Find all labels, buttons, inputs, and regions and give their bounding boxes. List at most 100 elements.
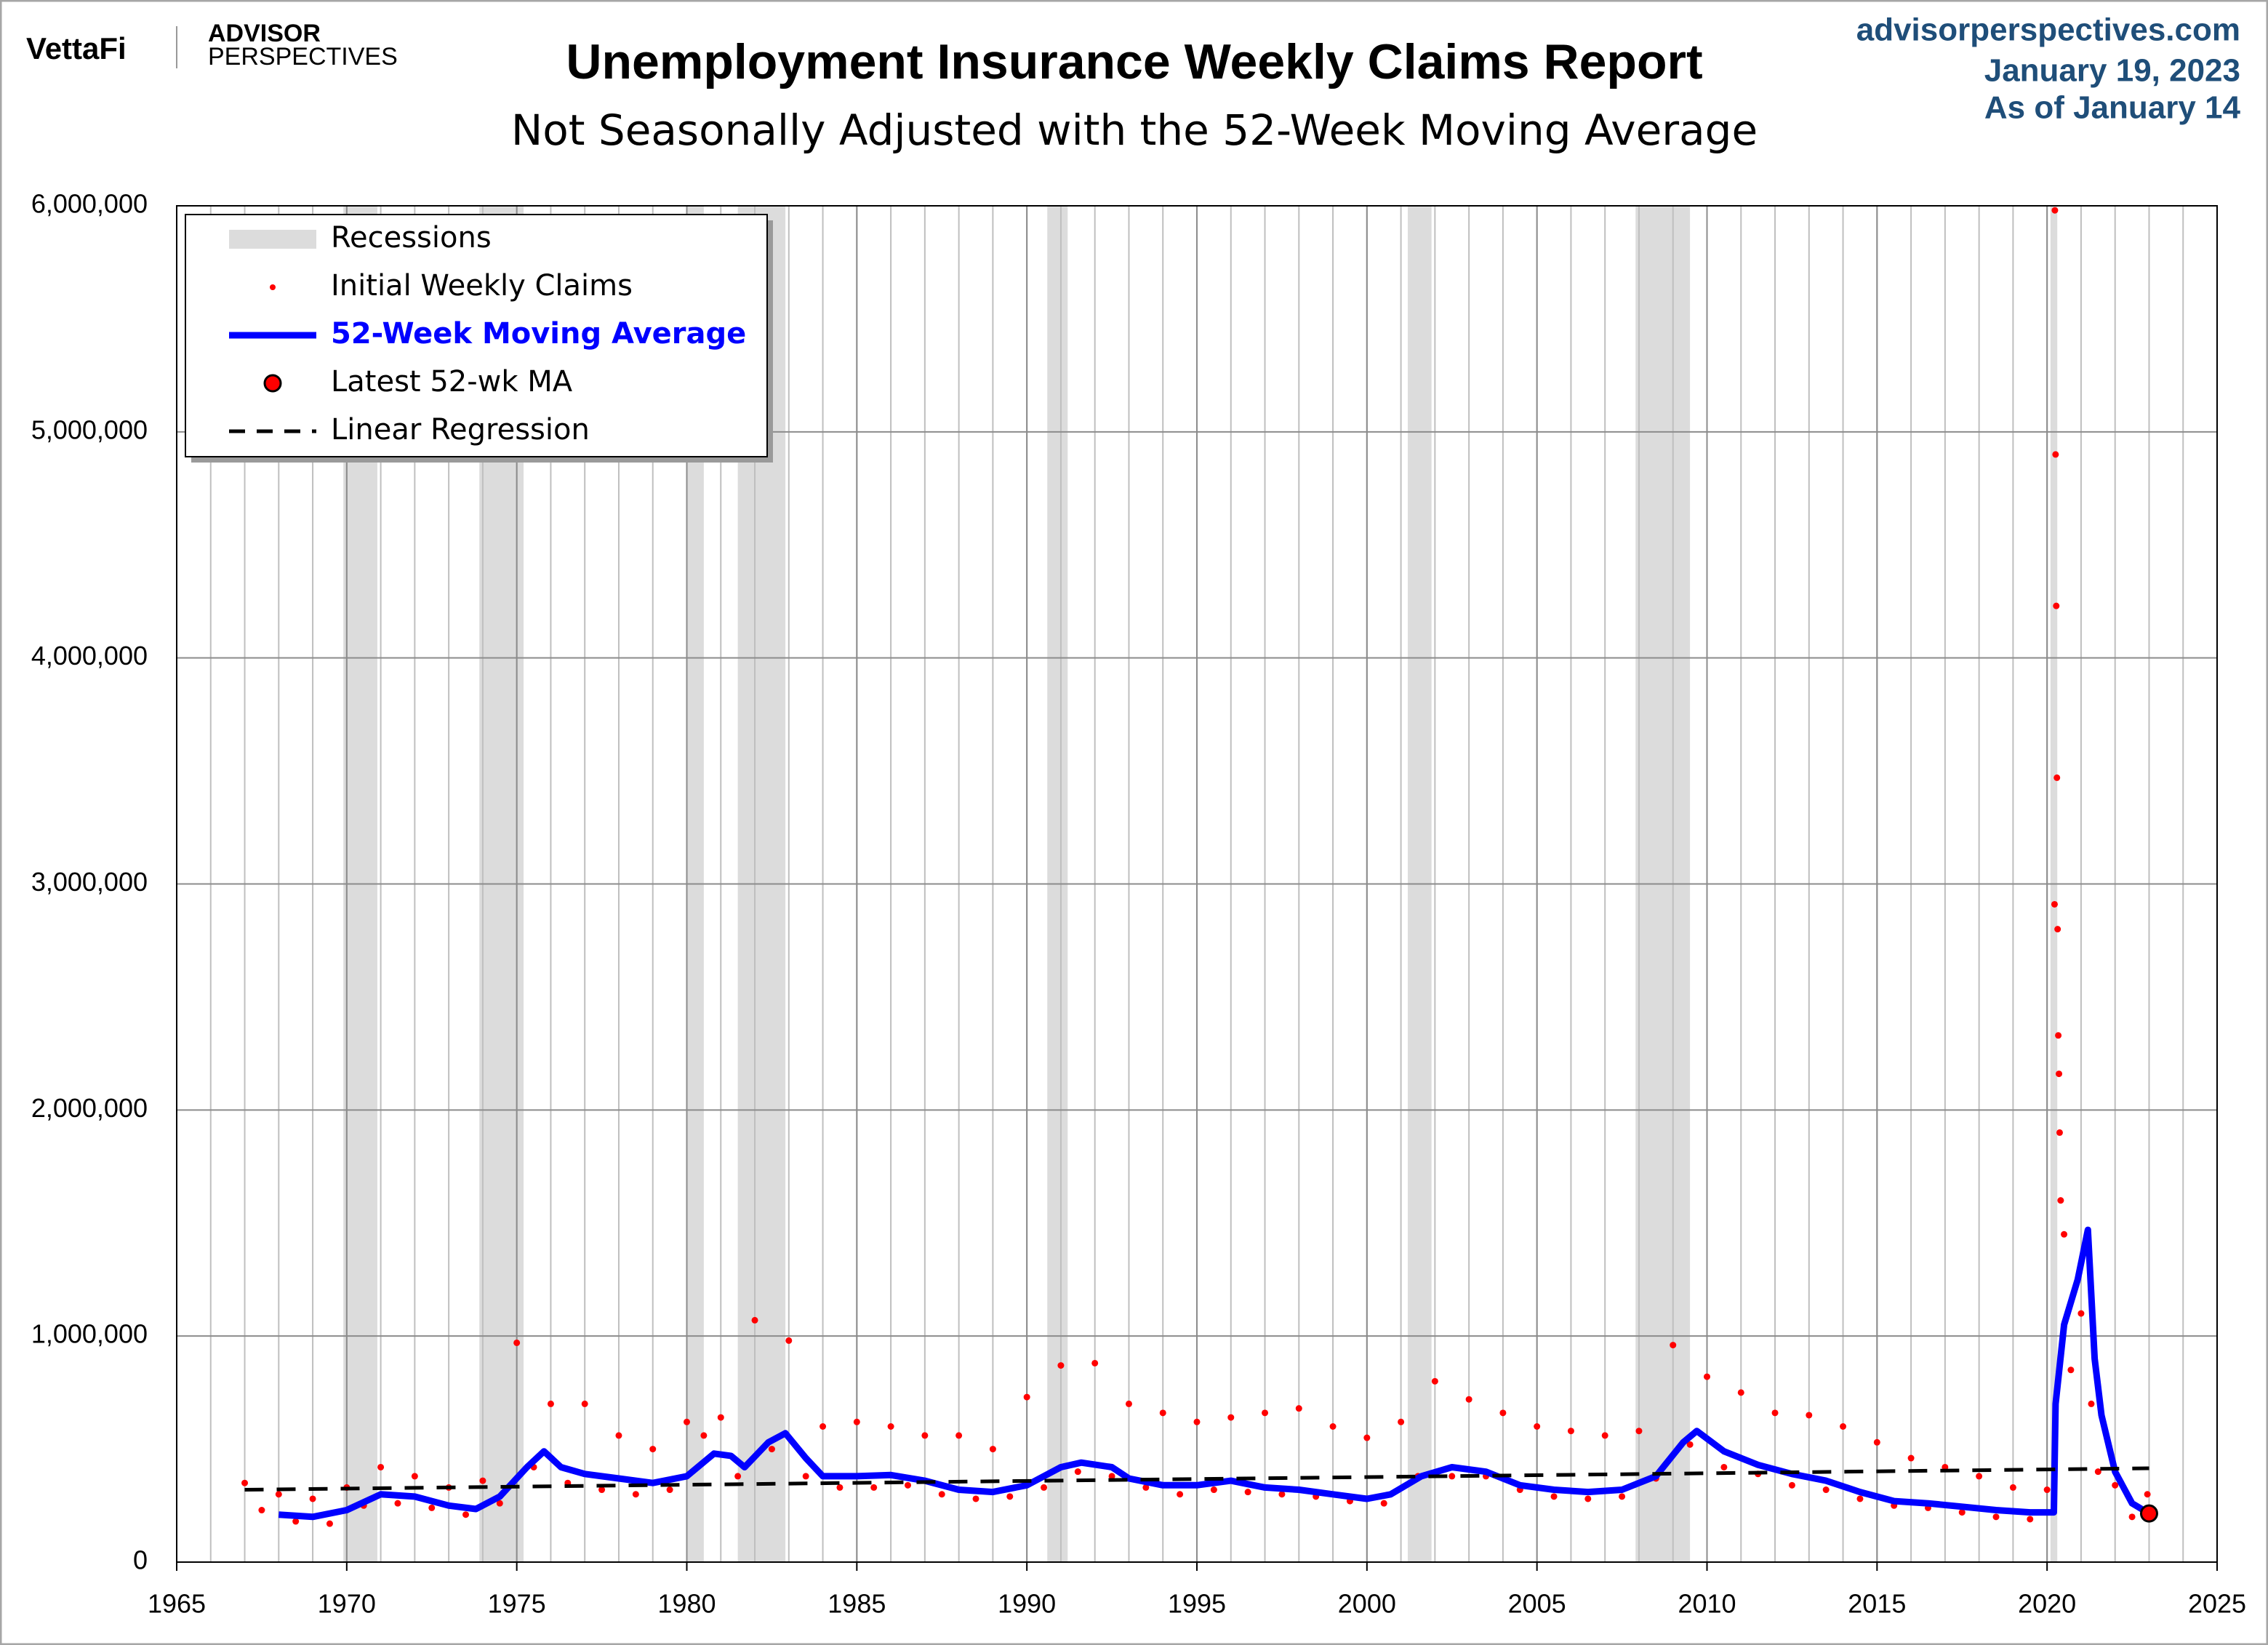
claims-dot (955, 1432, 963, 1439)
claims-dot (1788, 1481, 1795, 1489)
legend-label: Latest 52-wk MA (331, 365, 573, 399)
claims-dot (1244, 1489, 1251, 1496)
claims-dot (1619, 1493, 1626, 1500)
claims-dot (734, 1473, 742, 1480)
claims-dot (1177, 1491, 1184, 1498)
claims-dot (581, 1400, 588, 1407)
claims-dot (1873, 1438, 1880, 1446)
y-tick-label: 6,000,000 (31, 189, 148, 219)
claims-dot (2094, 1468, 2101, 1476)
claims-dot (2077, 1310, 2085, 1317)
x-tick-label: 1975 (488, 1589, 546, 1619)
brand: VettaFi (26, 31, 127, 65)
claims-dot (684, 1418, 690, 1425)
claims-dot (1601, 1432, 1608, 1439)
x-tick-label: 1965 (148, 1589, 206, 1619)
legend-label: 52-Week Moving Average (331, 317, 746, 351)
y-tick-label: 2,000,000 (31, 1093, 148, 1123)
claims-dot (1448, 1473, 1456, 1480)
logo: PERSPECTIVES (208, 43, 398, 71)
claims-dot (1057, 1362, 1065, 1369)
claims-dot (241, 1479, 249, 1486)
claims-dot (853, 1418, 860, 1425)
claims-dot (1771, 1409, 1779, 1417)
latest-point (2139, 1504, 2158, 1523)
claims-dot (2144, 1491, 2151, 1498)
x-tick-label: 1980 (657, 1589, 716, 1619)
claims-dot (938, 1491, 945, 1498)
y-tick-label: 5,000,000 (31, 415, 148, 444)
claims-dot (2051, 207, 2059, 214)
claims-dot (1992, 1513, 2000, 1521)
claims-dot (649, 1446, 657, 1453)
claims-dot (2056, 1070, 2063, 1078)
x-tick-label: 2015 (1848, 1589, 1906, 1619)
claims-dot (2052, 451, 2059, 458)
claims-dot (1108, 1473, 1115, 1480)
x-tick-label: 1995 (1168, 1589, 1226, 1619)
claims-dot (1074, 1468, 1081, 1476)
y-tick-label: 1,000,000 (31, 1319, 148, 1349)
claims-dot (513, 1339, 521, 1346)
claims-dot (394, 1500, 401, 1507)
legend-swatch (263, 374, 282, 393)
y-tick-label: 4,000,000 (31, 641, 148, 671)
claims-dot (1856, 1495, 1864, 1502)
claims-dot (411, 1473, 418, 1480)
claims-dot (2051, 900, 2058, 908)
claims-dot (1295, 1405, 1302, 1412)
claims-dot (1159, 1409, 1166, 1417)
claims-dot (836, 1484, 844, 1491)
claims-dot (785, 1337, 793, 1344)
claims-dot (1398, 1418, 1405, 1425)
claims-dot (972, 1495, 979, 1502)
claims-dot (1142, 1484, 1150, 1491)
data-layer (241, 207, 2158, 1527)
claims-dot (615, 1432, 622, 1439)
claims-dot (1262, 1409, 1269, 1417)
claims-dot (1806, 1412, 1813, 1419)
legend-swatch (270, 284, 276, 290)
claims-dot (1041, 1484, 1048, 1491)
claims-dot (1840, 1423, 1847, 1430)
x-tick-label: 2020 (2018, 1589, 2076, 1619)
site: advisorperspectives.com (1856, 12, 2240, 48)
claims-dot (1822, 1486, 1830, 1494)
claims-dot (1227, 1414, 1235, 1421)
claims-dot (2112, 1481, 2119, 1489)
claims-dot (2053, 602, 2060, 609)
logo: ADVISOR (208, 20, 321, 47)
x-tick-label: 2010 (1678, 1589, 1736, 1619)
claims-dot (1670, 1342, 1677, 1349)
claims-dot (598, 1486, 606, 1494)
chart-title: Unemployment Insurance Weekly Claims Rep… (566, 34, 1702, 89)
claims-dot (2128, 1513, 2136, 1521)
chart-subtitle: Not Seasonally Adjusted with the 52-Week… (511, 105, 1758, 155)
grid-layer: 0 1,000,000 2,000,000 3,000,000 4,000,000 5,0… (31, 189, 2246, 1619)
claims-dot (428, 1504, 436, 1511)
date: January 19, 2023 (1984, 53, 2240, 89)
claims-dot (1278, 1491, 1286, 1498)
claims-dot (1976, 1473, 1983, 1480)
claims-dot (1006, 1493, 1014, 1500)
legend-label: Initial Weekly Claims (331, 269, 633, 303)
claims-dot (1193, 1418, 1201, 1425)
claims-dot (1567, 1428, 1574, 1435)
claims-dot (1465, 1396, 1472, 1403)
x-tick-label: 2005 (1508, 1589, 1566, 1619)
claims-dot (1380, 1500, 1387, 1507)
claims-dot (666, 1486, 673, 1494)
legend-swatch (229, 230, 316, 249)
claims-dot (1907, 1454, 1915, 1462)
claims-dot (326, 1520, 333, 1527)
moving-average-line (279, 1226, 2151, 1521)
claims-dot (921, 1432, 929, 1439)
as-of: As of January 14 (1984, 90, 2241, 126)
claims-dot (2057, 1197, 2064, 1204)
claims-dot (1584, 1495, 1592, 1502)
x-tick-label: 1985 (828, 1589, 886, 1619)
claims-dot (292, 1518, 300, 1525)
claims-dot (309, 1495, 316, 1502)
claims-dot (2054, 926, 2061, 933)
